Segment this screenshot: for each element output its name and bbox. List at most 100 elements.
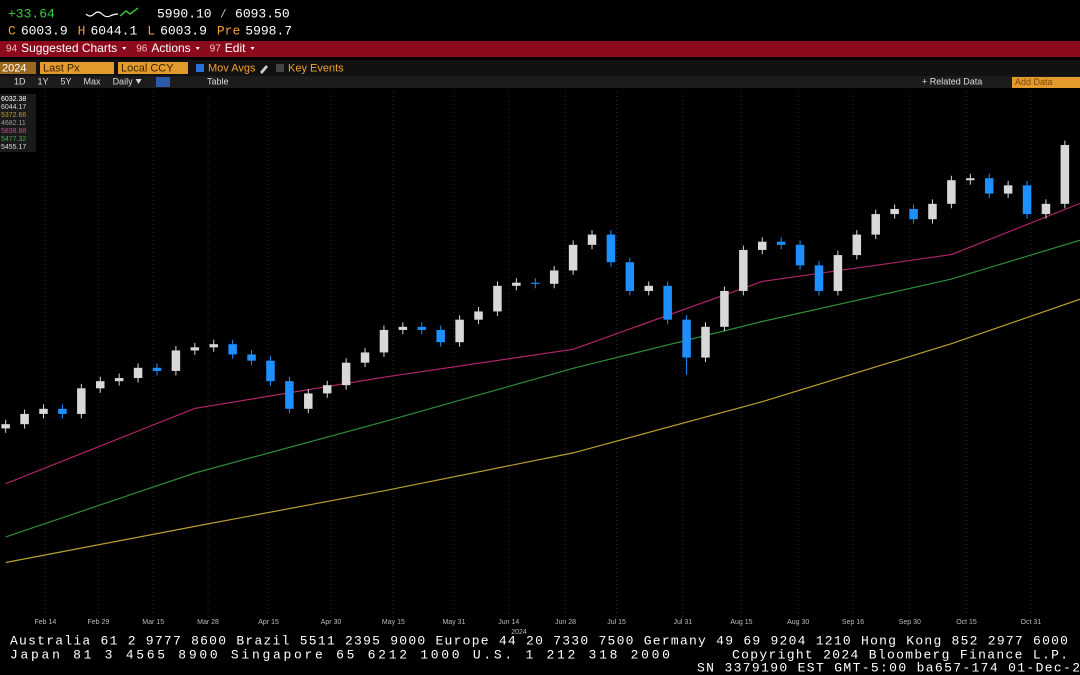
frequency[interactable]: Daily [113, 76, 134, 86]
x-tick-label: Oct 15 [956, 619, 977, 626]
x-tick-label: May 31 [442, 619, 465, 626]
candle-body [58, 408, 67, 414]
x-tick-label: Sep 16 [842, 619, 864, 626]
period[interactable]: 2024 [2, 62, 26, 74]
key-events[interactable]: Key Events [288, 62, 344, 74]
candle-body [909, 208, 918, 220]
candle-body [852, 234, 862, 256]
quote-value: 6003.9 [160, 23, 207, 38]
candle-body [455, 319, 464, 343]
menu-item[interactable]: Suggested Charts [21, 41, 117, 55]
menu-code[interactable]: 96 [136, 44, 148, 55]
range-button[interactable]: 1D [14, 76, 26, 86]
footer-offices: Australia 61 2 9777 8600 Brazil 5511 239… [10, 633, 1068, 648]
last-value: 5455.17 [1, 144, 26, 151]
mov-avgs-checkbox[interactable] [196, 64, 204, 72]
candle-body [474, 311, 483, 320]
candle-body [379, 329, 389, 353]
candle-body [77, 388, 86, 414]
candle-body [360, 352, 370, 363]
menu-bar [0, 41, 1080, 57]
range: 5990.10 ⁄ 6093.50 [157, 6, 290, 21]
price[interactable]: Last Px [43, 62, 80, 74]
candle-body [20, 413, 29, 425]
year-label: 2024 [511, 629, 527, 636]
x-tick-label: May 15 [382, 619, 405, 626]
candle-body [947, 180, 956, 204]
footer-offices-2: Japan 81 3 4565 8900 Singapore 65 6212 1… [10, 647, 670, 662]
uptick-icon [119, 7, 139, 17]
last-values-box [0, 94, 36, 152]
candle-body [1003, 185, 1013, 194]
candle-body [795, 244, 805, 266]
range-button[interactable]: 5Y [61, 76, 72, 86]
change: +33.64 [8, 6, 55, 21]
last-value: 5372.66 [1, 112, 26, 119]
candle-body [568, 244, 578, 271]
add-data[interactable]: Add Data [1015, 77, 1053, 87]
quote-label: H [78, 23, 86, 38]
candle-body [1, 424, 10, 429]
candle-body [228, 344, 237, 355]
x-tick-label: Feb 29 [87, 619, 109, 626]
mov-avgs[interactable]: Mov Avgs [208, 62, 256, 74]
candle-body [1041, 203, 1051, 215]
plot-area [0, 92, 1080, 620]
quote-value: 6044.1 [90, 23, 137, 38]
session-info: SN 3379190 EST GMT-5:00 ba657-174 01-Dec… [697, 660, 1080, 675]
candle-body [285, 381, 294, 409]
moving-average [5, 202, 1080, 485]
candle-body [417, 326, 427, 330]
x-tick-label: Jun 28 [555, 619, 576, 626]
last-value: 5477.32 [1, 136, 26, 143]
candle-body [322, 385, 332, 394]
dropdown-arrow[interactable] [250, 47, 255, 50]
related-data[interactable]: + Related Data [922, 76, 982, 86]
candle-body [814, 265, 824, 291]
key-events-checkbox[interactable] [276, 64, 284, 72]
copyright: Copyright 2024 Bloomberg Finance L.P. [732, 647, 1068, 662]
x-tick-label: Oct 31 [1021, 619, 1042, 626]
x-tick-label: Jul 15 [607, 619, 626, 626]
chart-icon[interactable] [156, 77, 170, 87]
candle-body [512, 282, 521, 286]
quote-label: Pre [217, 23, 240, 38]
add-data-field[interactable] [1012, 77, 1080, 88]
candle-body [966, 178, 975, 181]
quote-label: C [8, 23, 16, 38]
candle-body [1022, 185, 1032, 215]
quote-value: 5998.7 [245, 23, 292, 38]
header-bg [0, 0, 1080, 40]
pencil-icon[interactable] [260, 65, 268, 74]
field-row [0, 60, 1080, 76]
dropdown-arrow[interactable] [135, 79, 142, 84]
candle-body [133, 367, 143, 379]
candle-body [493, 285, 502, 312]
currency[interactable]: Local CCY [121, 62, 174, 74]
candle-body [890, 208, 899, 215]
dropdown-arrow[interactable] [195, 47, 200, 50]
menu-code[interactable]: 94 [6, 44, 18, 55]
quote-row: C 6003.9 H 6044.1 L 6003.9 Pre 5998.7 [8, 23, 292, 38]
price-field[interactable] [40, 62, 114, 74]
candle-body [606, 234, 616, 263]
menu-item[interactable]: Actions [151, 41, 190, 55]
dropdown-arrow[interactable] [122, 47, 127, 50]
table-button[interactable]: Table [207, 76, 229, 86]
candle-body [209, 344, 218, 348]
last-value: 6032.38 [1, 96, 26, 103]
moving-average [5, 239, 1080, 538]
x-tick-label: Jul 31 [673, 619, 692, 626]
range-button[interactable]: 1Y [38, 76, 49, 86]
menu-item[interactable]: Edit [225, 41, 246, 55]
quote-label: L [147, 23, 155, 38]
candle-body [266, 360, 275, 382]
period-field[interactable] [0, 62, 36, 74]
range-button[interactable]: Max [84, 76, 102, 86]
menu-code[interactable]: 97 [210, 44, 222, 55]
candle-body [625, 262, 635, 291]
x-tick-label: Mar 28 [197, 619, 219, 626]
currency-field[interactable] [118, 62, 188, 74]
